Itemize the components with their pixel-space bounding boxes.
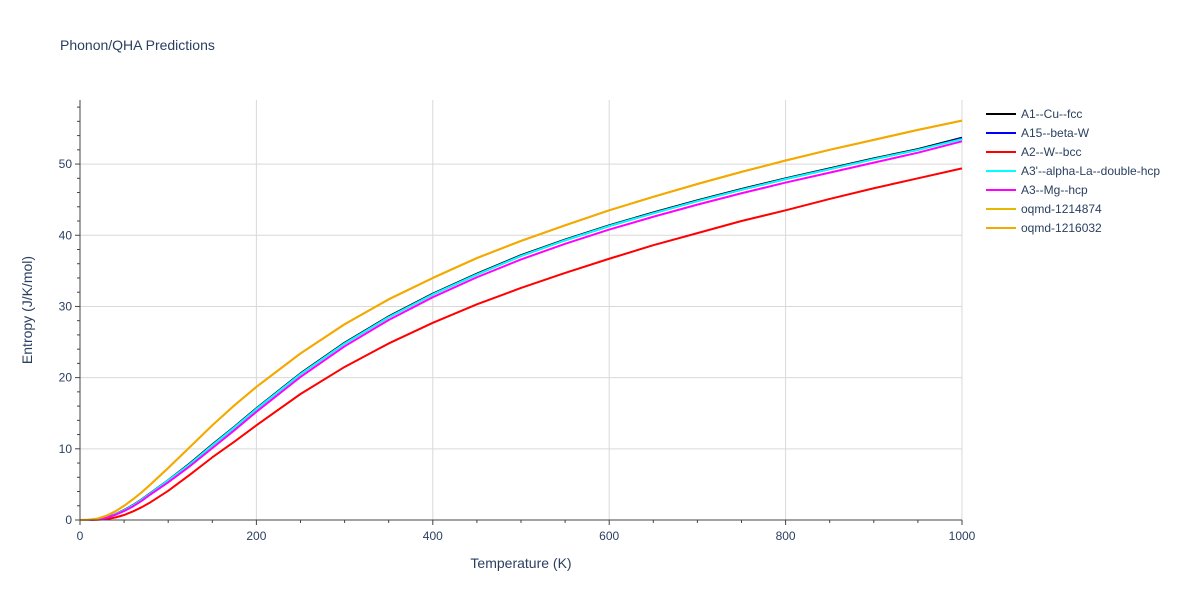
legend-label: oqmd-1214874 — [1021, 202, 1102, 216]
series-layer — [79, 119, 963, 521]
series-line-5[interactable] — [79, 119, 963, 521]
legend-label: A2--W--bcc — [1021, 145, 1081, 159]
x-tick-label: 0 — [77, 529, 84, 543]
series-line-6[interactable] — [79, 119, 963, 521]
series-line-3[interactable] — [79, 138, 963, 521]
legend-label: A15--beta-W — [1021, 126, 1090, 140]
legend-label: oqmd-1216032 — [1021, 221, 1102, 235]
legend-item[interactable]: A3--Mg--hcp — [986, 183, 1088, 197]
y-tick-label: 0 — [65, 513, 72, 527]
legend-label: A1--Cu--fcc — [1021, 107, 1082, 121]
y-tick-label: 40 — [59, 228, 73, 242]
series-line-2[interactable] — [80, 167, 963, 521]
x-axis-title: Temperature (K) — [470, 555, 571, 571]
x-tick-label: 600 — [599, 529, 619, 543]
x-tick-label: 1000 — [949, 529, 976, 543]
legend-item[interactable]: oqmd-1216032 — [986, 221, 1102, 235]
x-tick-label: 800 — [776, 529, 796, 543]
axes-layer: 0 200 400 600 800 1000 0 10 20 30 40 50 — [59, 100, 976, 543]
y-tick-label: 10 — [59, 442, 73, 456]
legend-item[interactable]: A1--Cu--fcc — [986, 107, 1082, 121]
y-tick-label: 20 — [59, 371, 73, 385]
series-line-0[interactable] — [79, 136, 963, 521]
legend-item[interactable]: A2--W--bcc — [986, 145, 1081, 159]
y-axis-title: Entropy (J/K/mol) — [19, 256, 35, 364]
chart-title: Phonon/QHA Predictions — [60, 37, 215, 53]
x-tick-label: 200 — [246, 529, 266, 543]
legend-item[interactable]: oqmd-1214874 — [986, 202, 1102, 216]
x-tick-label: 400 — [423, 529, 443, 543]
legend[interactable]: A1--Cu--fcc A15--beta-W A2--W--bcc A3'--alp… — [986, 107, 1160, 235]
y-tick-label: 30 — [59, 299, 73, 313]
series-line-1[interactable] — [79, 137, 963, 521]
series-line-4[interactable] — [79, 140, 963, 521]
legend-item[interactable]: A15--beta-W — [986, 126, 1090, 140]
grid-layer — [80, 100, 963, 520]
legend-label: A3--Mg--hcp — [1021, 183, 1088, 197]
legend-item[interactable]: A3'--alpha-La--double-hcp — [986, 164, 1160, 178]
y-tick-label: 50 — [59, 157, 73, 171]
legend-label: A3'--alpha-La--double-hcp — [1021, 164, 1160, 178]
